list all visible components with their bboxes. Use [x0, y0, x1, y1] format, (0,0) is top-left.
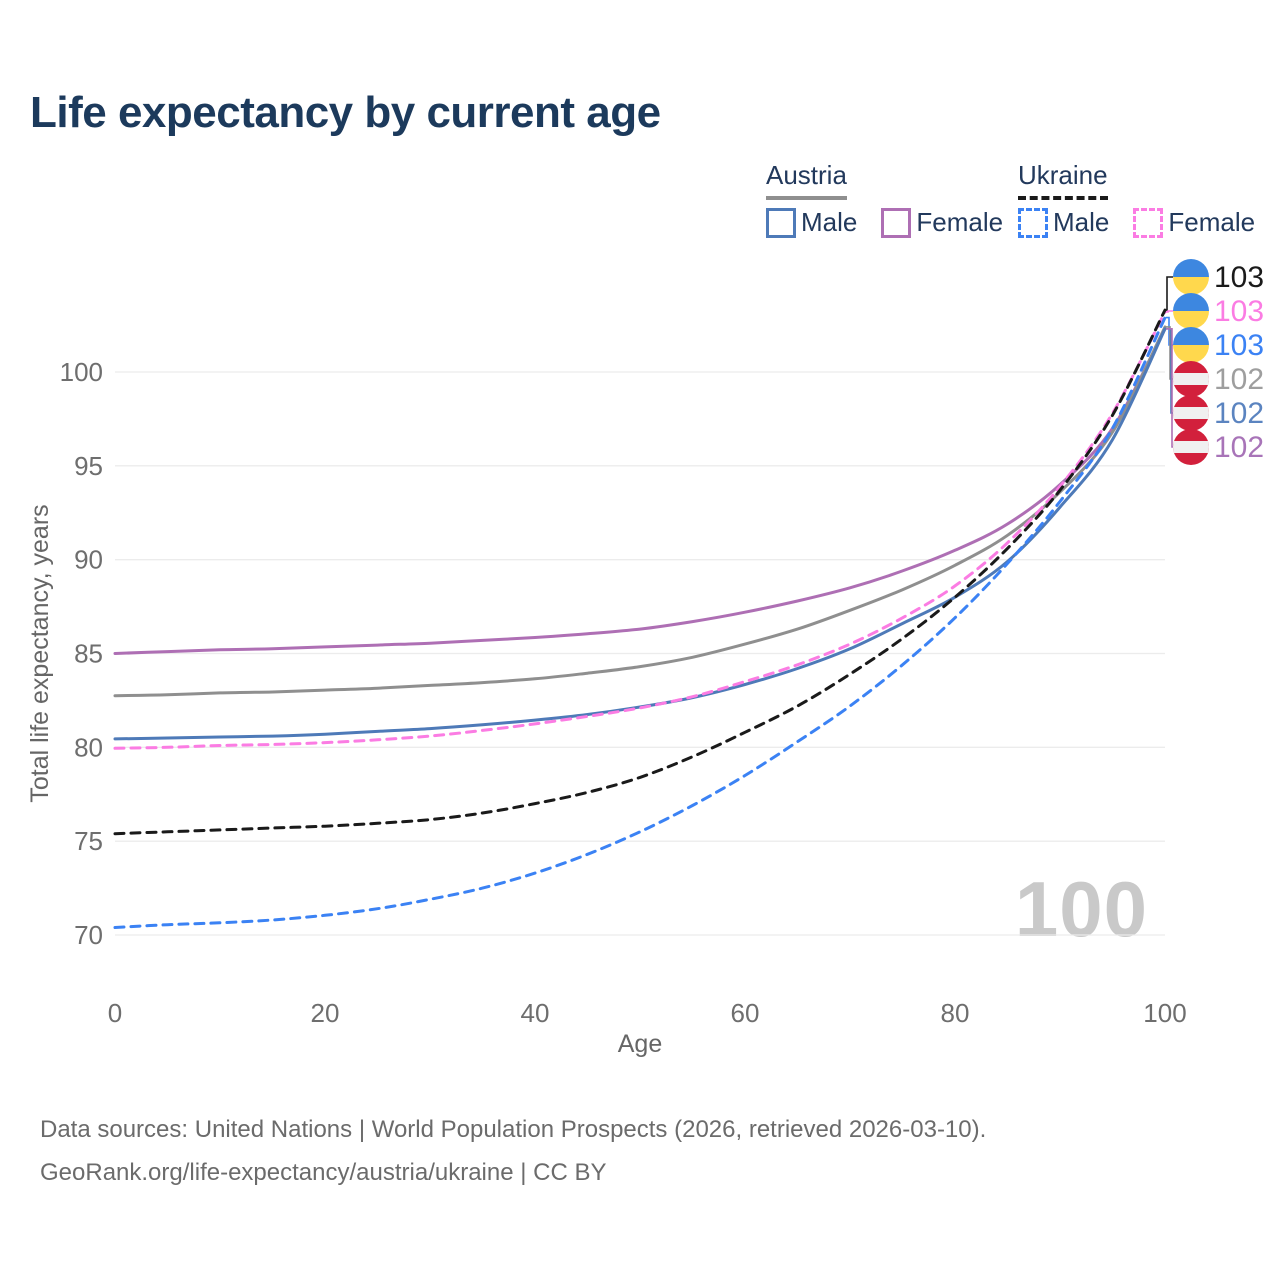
y-tick-label: 90: [74, 545, 103, 575]
end-value-label: 102: [1214, 397, 1264, 430]
austria-female-swatch-icon: [881, 207, 912, 238]
x-tick-label: 40: [521, 998, 550, 1028]
end-value-label: 102: [1214, 363, 1264, 396]
legend-item-label: Female: [1168, 207, 1256, 237]
x-tick-label: 0: [108, 998, 122, 1028]
data-sources-line2: GeoRank.org/life-expectancy/austria/ukra…: [40, 1159, 607, 1186]
x-tick-label: 60: [731, 998, 760, 1028]
flag-austria-icon: [1173, 429, 1209, 465]
series-austria-female[interactable]: [113, 327, 1167, 655]
y-tick-label: 85: [74, 639, 103, 669]
end-value-label: 102: [1214, 431, 1264, 464]
ukraine-female-swatch-icon: [1133, 207, 1164, 238]
y-tick-label: 70: [74, 920, 103, 950]
legend-item-austria-male[interactable]: Male: [766, 207, 857, 238]
flag-austria-icon: [1173, 395, 1209, 431]
legend-item-ukraine-male[interactable]: Male: [1018, 207, 1109, 238]
y-tick-label: 75: [74, 826, 103, 856]
legend-group-austria: Austria Male Female: [766, 160, 1003, 238]
y-tick-label: 95: [74, 451, 103, 481]
flag-austria-icon: [1173, 361, 1209, 397]
x-axis-title: Age: [618, 1030, 662, 1058]
data-sources: Data sources: United Nations | World Pop…: [40, 1108, 986, 1194]
austria-male-swatch-icon: [766, 207, 796, 238]
year-watermark: 100: [1014, 865, 1148, 953]
legend-country-ukraine[interactable]: Ukraine: [1018, 160, 1108, 200]
y-tick-label: 80: [74, 732, 103, 762]
x-tick-label: 100: [1143, 998, 1186, 1028]
flag-ukraine-icon: [1173, 293, 1209, 329]
flag-ukraine-icon: [1173, 327, 1209, 363]
end-value-label: 103: [1214, 329, 1264, 362]
end-value-label: 103: [1214, 295, 1264, 328]
legend-group-ukraine: Ukraine Male Female: [1018, 160, 1255, 238]
y-tick-label: 100: [60, 357, 103, 387]
legend-country-austria[interactable]: Austria: [766, 160, 847, 200]
end-value-label: 103: [1214, 261, 1264, 294]
legend-item-label: Female: [916, 207, 1004, 237]
legend-item-label: Male: [1053, 207, 1110, 237]
x-tick-label: 20: [311, 998, 340, 1028]
legend-item-ukraine-female[interactable]: Female: [1133, 207, 1255, 238]
series-ukraine-male[interactable]: [113, 316, 1167, 929]
end-label-connector: [1166, 276, 1173, 311]
series-ukraine-female[interactable]: [113, 310, 1167, 750]
gridlines: 70 75 80 85 90 95 100 0 20 40 60 80 100: [60, 357, 1187, 1028]
legend-item-label: Male: [801, 207, 858, 237]
series-ukraine-total[interactable]: [113, 308, 1167, 836]
data-sources-line1: Data sources: United Nations | World Pop…: [40, 1116, 987, 1143]
end-label-connector: [1166, 310, 1173, 313]
end-label-connector: [1166, 328, 1173, 448]
legend-item-austria-female[interactable]: Female: [881, 207, 1003, 238]
series-austria-total[interactable]: [113, 325, 1167, 698]
ukraine-male-swatch-icon: [1018, 207, 1048, 238]
chart-title: Life expectancy by current age: [30, 88, 661, 137]
flag-ukraine-icon: [1173, 259, 1209, 295]
x-tick-label: 80: [941, 998, 970, 1028]
y-axis-title: Total life expectancy, years: [26, 504, 54, 802]
